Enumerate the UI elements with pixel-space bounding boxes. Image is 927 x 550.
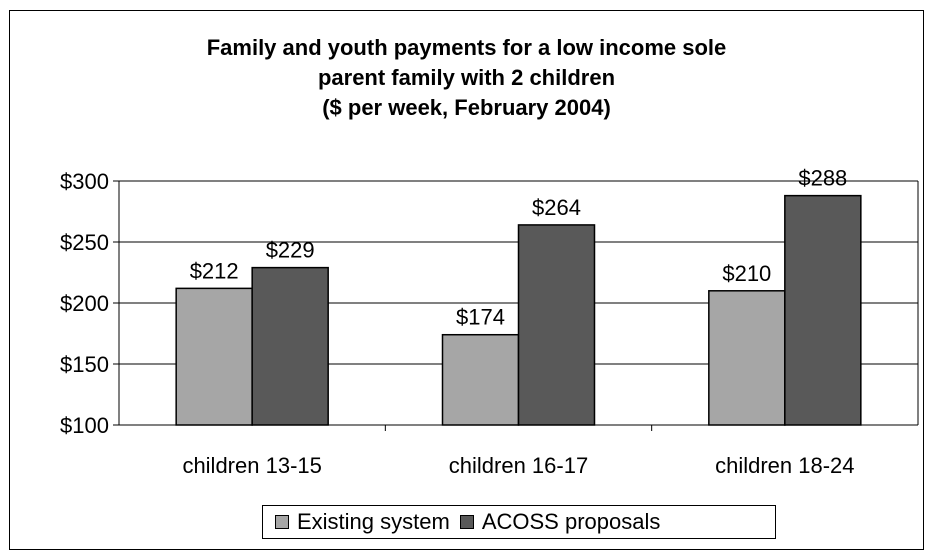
- data-label: $264: [532, 195, 581, 220]
- bar: [517, 224, 596, 426]
- x-tick-label: children 16-17: [449, 453, 588, 478]
- legend-label-acoss: ACOSS proposals: [481, 509, 661, 534]
- y-tick-label: $150: [60, 352, 109, 377]
- y-tick-label: $250: [60, 230, 109, 255]
- data-label: $288: [798, 166, 847, 191]
- bar: [784, 194, 862, 426]
- y-tick-label: $300: [60, 169, 109, 194]
- legend-label-existing: Existing system: [297, 509, 450, 534]
- data-label: $210: [722, 261, 771, 286]
- data-label: $229: [266, 238, 315, 263]
- legend-item-acoss: ACOSS proposals: [459, 509, 661, 535]
- data-label: $212: [190, 258, 239, 283]
- legend-swatch-existing: [275, 515, 289, 529]
- legend-item-existing: Existing system: [275, 509, 450, 535]
- bar: [708, 290, 786, 426]
- chart-title: Family and youth payments for a low inco…: [206, 35, 727, 120]
- chart-legend: Existing system ACOSS proposals: [262, 505, 776, 539]
- x-tick-label: children 18-24: [715, 453, 854, 478]
- bar: [251, 266, 329, 426]
- x-tick-label: children 13-15: [182, 453, 321, 478]
- y-tick-label: $200: [60, 291, 109, 316]
- bar: [441, 333, 520, 426]
- y-tick-label: $100: [60, 413, 109, 438]
- legend-swatch-acoss: [459, 515, 474, 529]
- data-label: $174: [456, 305, 505, 330]
- bar: [175, 287, 253, 426]
- chart-frame: [9, 10, 924, 550]
